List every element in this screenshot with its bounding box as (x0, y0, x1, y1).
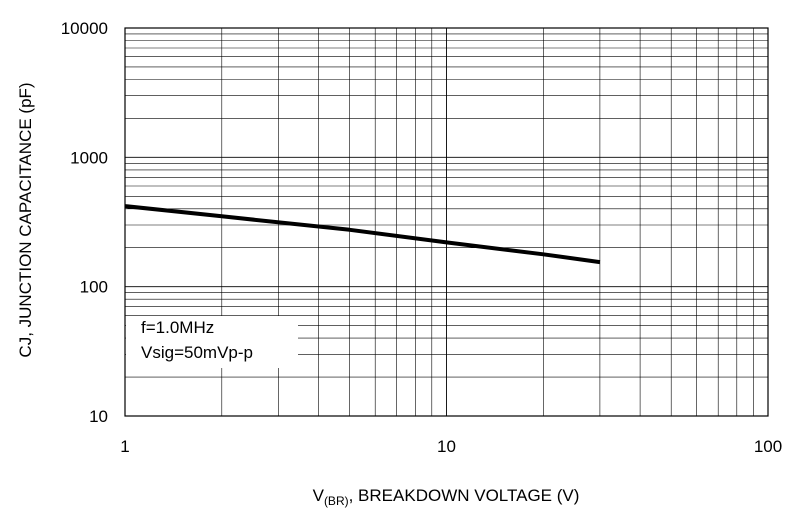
grid (125, 28, 768, 416)
y-tick-label: 1000 (70, 148, 108, 167)
tick-labels: 1 10 100 10 100 1000 10000 (61, 19, 782, 456)
annotation-line-vsig: Vsig=50mVp-p (141, 343, 253, 362)
annotation-line-frequency: f=1.0MHz (141, 318, 214, 337)
x-axis-label-prefix: V (313, 486, 325, 505)
y-axis-label: CJ, JUNCTION CAPACITANCE (pF) (16, 82, 35, 357)
x-tick-label: 10 (437, 437, 456, 456)
series (124, 204, 601, 265)
y-tick-label: 10 (89, 407, 108, 426)
y-tick-label: 100 (80, 278, 108, 297)
x-tick-label: 1 (120, 437, 129, 456)
x-axis-label: V(BR), BREAKDOWN VOLTAGE (V) (313, 486, 580, 508)
annotation-box (126, 316, 298, 368)
annotation: f=1.0MHz Vsig=50mVp-p (141, 318, 253, 362)
x-tick-label: 100 (754, 437, 782, 456)
x-axis-label-suffix: , BREAKDOWN VOLTAGE (V) (349, 486, 580, 505)
y-tick-label: 10000 (61, 19, 108, 38)
series-line-0 (124, 204, 601, 265)
plot-area-frame (124, 27, 769, 417)
x-axis-label-subscript: (BR) (324, 494, 349, 508)
